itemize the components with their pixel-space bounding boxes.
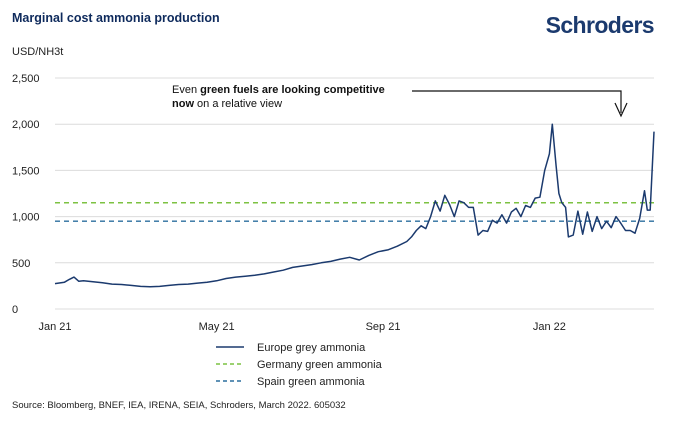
y-tick-label: 500 [12,258,30,270]
y-tick-label: 0 [12,304,18,316]
grid [55,77,654,310]
legend-label-2: Spain green ammonia [257,376,366,388]
x-tick-label: May 21 [199,321,235,333]
y-tick-label: 1,000 [12,212,40,224]
reference-lines [55,202,654,222]
y-axis-unit-label: USD/NH3t [12,46,63,58]
x-tick-label: Jan 21 [38,321,71,333]
brand-logo: Schroders [546,12,654,38]
x-tick-label: Jan 22 [533,321,566,333]
legend: Europe grey ammonia Germany green ammonia… [216,342,383,388]
x-tick-label: Sep 21 [366,321,401,333]
y-axis-ticks: 0 500 1,000 1,500 2,000 2,500 [12,73,40,316]
annotation-line-2: now on a relative view [172,98,282,110]
annotation: Even green fuels are looking competitive… [172,84,628,118]
legend-label-1: Germany green ammonia [257,359,383,371]
annotation-arrow-head-icon [614,102,628,118]
y-tick-label: 1,500 [12,165,40,177]
y-tick-label: 2,000 [12,119,40,131]
y-tick-label: 2,500 [12,73,40,85]
annotation-line-1: Even green fuels are looking competitive [172,84,385,96]
source-note: Source: Bloomberg, BNEF, IEA, IRENA, SEI… [12,400,346,411]
chart-title: Marginal cost ammonia production [12,11,220,25]
x-axis-ticks: Jan 21 May 21 Sep 21 Jan 22 [38,321,565,333]
annotation-arrow-line [412,90,622,113]
series-lines [54,123,655,288]
legend-label-0: Europe grey ammonia [257,342,366,354]
series-line-0 [54,123,655,288]
